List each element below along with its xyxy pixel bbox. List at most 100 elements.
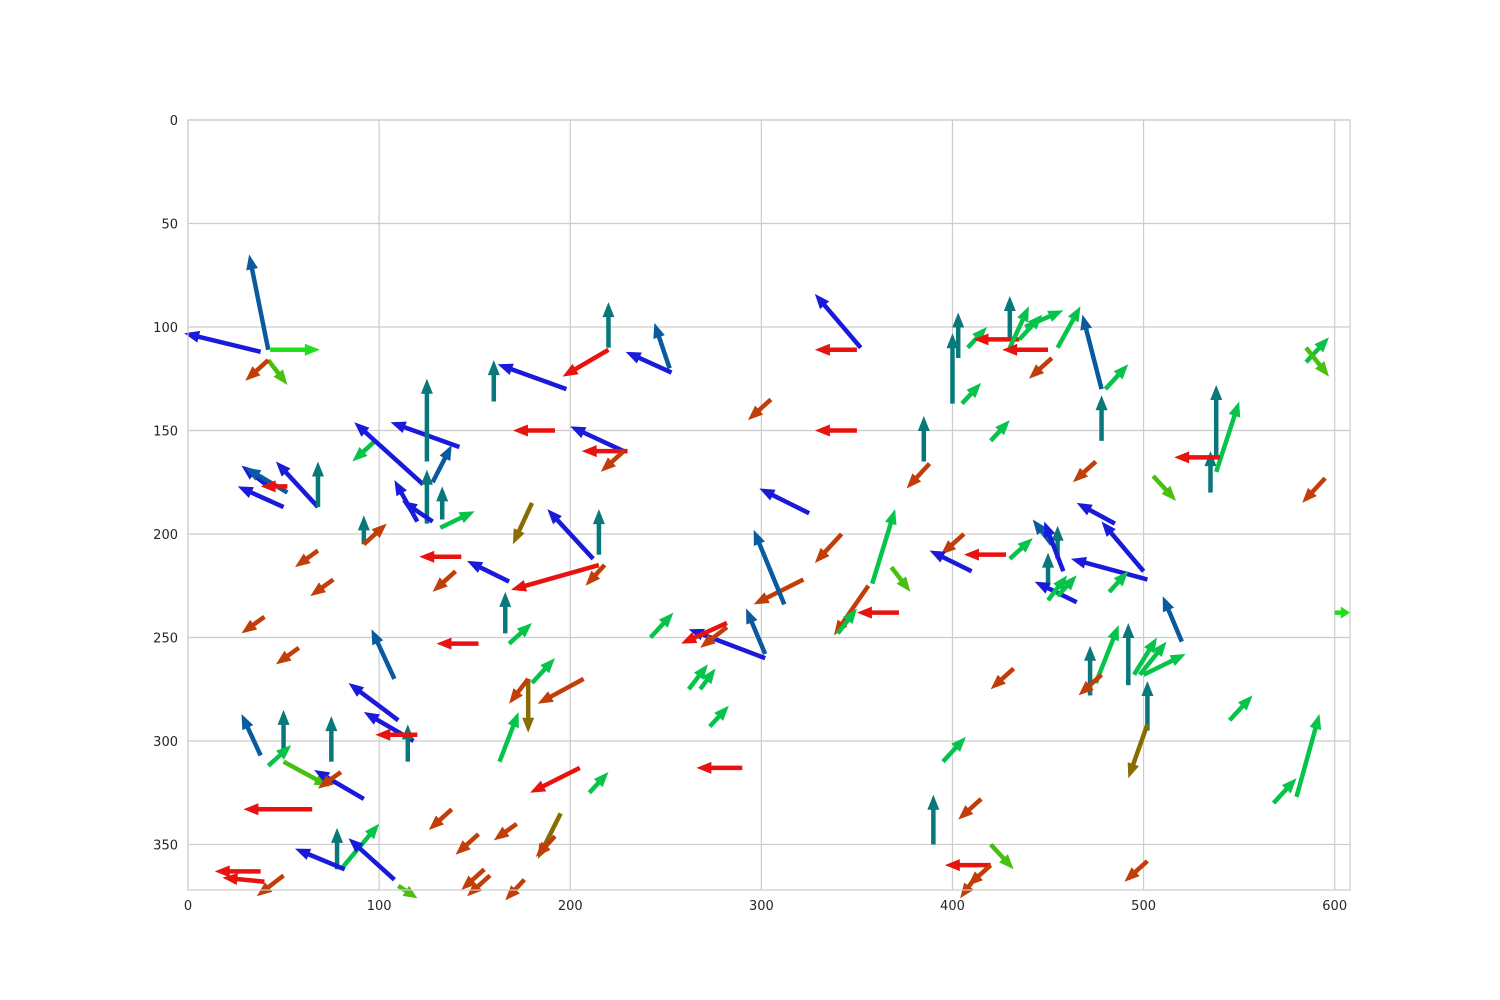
arrow-head [537,691,554,704]
arrow-head [681,632,698,644]
arrow-head [701,668,716,685]
arrow-shaft [548,676,585,700]
arrow-head [814,547,830,563]
arrow-shaft [609,449,626,465]
arrow-shaft [513,878,527,892]
arrow-head [1113,364,1129,380]
arrow-shaft [656,335,672,370]
arrow-shaft [708,714,722,729]
arrow-head [535,841,551,857]
quiver-arrow [1076,502,1116,526]
arrow-shaft [967,797,983,812]
quiver-arrow [906,462,932,489]
arrow-shaft [989,428,1002,443]
arrow-shaft [305,548,320,561]
arrow-head [999,854,1014,870]
arrow-shaft [1138,651,1160,677]
arrow-head [562,363,579,377]
quiver-arrow [917,415,930,462]
arrow-head [963,548,979,561]
arrow-head [237,486,254,499]
arrow-head [273,369,288,385]
quiver-arrow [310,577,335,597]
arrow-head [1127,762,1139,779]
quiver-arrow [856,606,899,619]
quiver-arrow [499,591,512,634]
arrow-head [1237,695,1253,711]
arrow-head [1034,581,1051,594]
quiver-arrow [944,859,991,872]
arrow-shaft [412,506,434,524]
quiver-arrow [222,873,265,886]
arrow-shaft [1087,507,1116,526]
quiver-arrow [245,358,270,381]
arrow-head [516,622,533,638]
quiver-arrow [952,312,965,359]
quiver-arrow [530,658,555,685]
arrow-shaft [765,577,805,601]
arrow-shaft [254,358,270,374]
quiver-arrow [1080,314,1104,390]
arrow-head [439,444,452,462]
arrow-head [884,509,897,526]
quiver-arrow [1055,575,1077,598]
arrow-shaft [1310,476,1327,495]
arrow-shaft [1130,723,1150,766]
arrow-head [432,577,448,592]
arrow-shaft [1008,545,1024,561]
arrow-head [814,293,830,310]
arrow-shaft [770,492,811,516]
arrow-head [275,650,292,665]
quiver-arrow [814,293,863,350]
quiver-arrow [958,797,983,820]
arrow-head [1162,596,1175,613]
arrow-head [467,881,483,897]
quiver-arrow [1078,673,1104,696]
quiver-arrow [530,765,581,793]
arrow-head [487,360,500,376]
arrow-head [277,709,290,725]
arrow-head [906,473,922,489]
arrow-head [1309,714,1322,731]
y-tick-label: 50 [161,217,178,232]
quiver-arrow [929,550,973,574]
arrow-shaft [966,876,978,889]
quiver-arrow [348,683,400,723]
quiver-arrow [352,439,377,462]
arrow-head [966,382,982,398]
quiver-arrow [1002,343,1049,356]
arrow-shaft [1214,414,1237,473]
quiver-arrow [946,333,959,404]
quiver-arrow [814,532,844,563]
quiver-arrow [1042,552,1055,586]
arrow-layer [184,254,1350,901]
arrow-shaft [692,620,728,640]
arrow-head [243,803,259,816]
arrow-head [547,509,562,525]
arrow-shaft [266,873,285,890]
arrow-head [759,488,776,501]
arrow-head [295,848,312,860]
quiver-arrow [1271,778,1297,805]
arrow-shaft [836,618,851,635]
arrow-head [1228,401,1241,418]
arrow-head [354,422,370,437]
arrow-shaft [530,666,548,685]
quiver-arrow [214,865,261,878]
arrow-shaft [1007,318,1026,349]
arrow-head [1068,306,1081,323]
arrow-head [390,421,407,433]
arrow-shaft [510,366,568,392]
arrow-head [1095,395,1108,411]
quiver-arrow [547,509,595,561]
quiver-arrow [1055,306,1081,349]
quiver-arrow [1138,641,1167,677]
arrow-head [256,882,273,897]
arrow-head [941,540,957,555]
arrow-head [352,447,368,462]
arrow-head [1070,556,1088,569]
quiver-arrow [960,876,978,899]
quiver-arrow [1302,476,1327,503]
quiver-arrow [246,254,271,351]
quiver-arrow [1334,606,1350,619]
